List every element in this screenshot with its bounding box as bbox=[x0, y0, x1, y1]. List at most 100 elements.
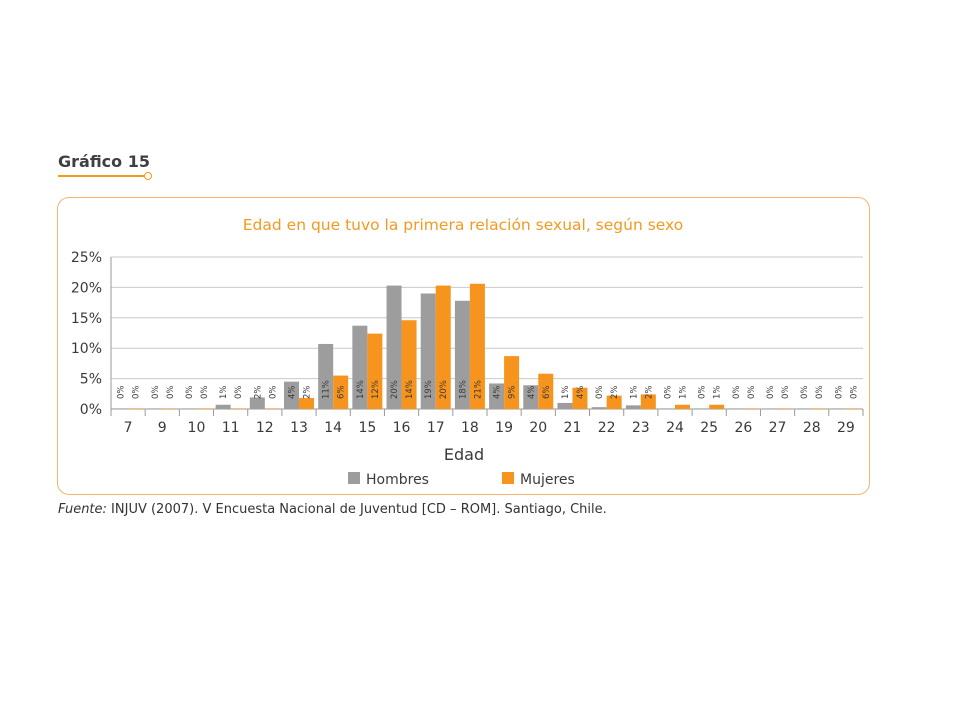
bar-mujeres bbox=[367, 333, 383, 409]
bar-mujeres bbox=[777, 408, 793, 409]
x-tick-label: 16 bbox=[393, 420, 411, 436]
bars bbox=[113, 283, 861, 409]
bar-hombres bbox=[181, 408, 197, 409]
bar-hombres bbox=[147, 408, 163, 409]
legend-swatch bbox=[348, 472, 360, 484]
source-note: Fuente: INJUV (2007). V Encuesta Naciona… bbox=[58, 502, 607, 517]
bar-value-label: 19% bbox=[424, 380, 434, 399]
x-tick-label: 20 bbox=[529, 420, 547, 436]
bar-value-label: 0% bbox=[834, 386, 844, 400]
y-tick-label: 20% bbox=[71, 280, 102, 296]
x-tick-labels: 7 9 10 11 12 13 14 15 16 17 18 19 20 21 22 23 24 25 26 27 28… bbox=[124, 420, 855, 436]
x-tick-label: 22 bbox=[598, 420, 616, 436]
bar-value-label: 18% bbox=[458, 380, 468, 399]
x-tick-label: 28 bbox=[803, 420, 821, 436]
bar-value-label: 6% bbox=[337, 386, 347, 400]
bar-mujeres bbox=[640, 394, 656, 409]
heading-underline bbox=[58, 175, 146, 177]
bar-mujeres bbox=[333, 375, 349, 409]
bar-hombres bbox=[762, 408, 778, 409]
bar-value-label: 2% bbox=[610, 386, 620, 400]
bar-hombres bbox=[830, 408, 846, 409]
chart-title: Edad en que tuvo la primera relación sex… bbox=[243, 216, 683, 234]
bar-mujeres bbox=[504, 356, 520, 409]
bar-hombres bbox=[249, 397, 265, 409]
x-axis-label: Edad bbox=[444, 445, 484, 464]
bar-value-label: 0% bbox=[800, 386, 810, 400]
bar-value-label: 20% bbox=[439, 380, 449, 399]
y-tick-labels: 0% 5% 10% 15% 20% 25% bbox=[71, 250, 102, 418]
bar-value-label: 0% bbox=[781, 386, 791, 400]
y-tick-label: 25% bbox=[71, 250, 102, 266]
bar-value-label: 2% bbox=[644, 386, 654, 400]
bar-mujeres bbox=[299, 398, 314, 409]
bar-value-label: 1% bbox=[713, 386, 723, 400]
bar-mujeres bbox=[162, 408, 178, 409]
bar-value-label: 0% bbox=[698, 386, 708, 400]
x-tick-label: 29 bbox=[837, 420, 855, 436]
bar-value-label: 4% bbox=[493, 385, 503, 399]
bar-value-labels: 0% 0% 0% 0% 0% 0% 1% 0% 2% 0% 4% 2% 11% 6% 14% 12% 20% 14… bbox=[117, 380, 860, 399]
bar-value-label: 0% bbox=[849, 386, 859, 400]
bar-value-label: 1% bbox=[679, 386, 689, 400]
bar-hombres bbox=[694, 408, 710, 409]
bar-value-label: 4% bbox=[288, 386, 298, 400]
bar-hombres bbox=[660, 408, 675, 409]
bar-mujeres bbox=[572, 387, 588, 409]
bar-mujeres bbox=[743, 408, 759, 409]
y-tick-label: 10% bbox=[71, 341, 102, 357]
bar-hombres bbox=[284, 381, 299, 409]
bar-mujeres bbox=[845, 408, 861, 409]
bar-value-label: 0% bbox=[815, 386, 825, 400]
bar-value-label: 1% bbox=[561, 386, 571, 400]
bar-mujeres bbox=[538, 373, 554, 409]
bar-hombres bbox=[557, 402, 573, 409]
bar-hombres bbox=[215, 404, 231, 409]
bar-value-label: 0% bbox=[747, 386, 757, 400]
legend: Hombres Mujeres bbox=[348, 472, 575, 488]
bar-value-label: 2% bbox=[253, 386, 263, 400]
bar-hombres bbox=[728, 408, 744, 409]
bar-mujeres bbox=[128, 408, 144, 409]
bar-mujeres bbox=[196, 408, 212, 409]
x-tick-label: 17 bbox=[427, 420, 445, 436]
source-text: INJUV (2007). V Encuesta Nacional de Juv… bbox=[111, 502, 607, 517]
bar-value-label: 21% bbox=[473, 380, 483, 399]
bar-hombres bbox=[796, 408, 812, 409]
x-tick-label: 21 bbox=[564, 420, 582, 436]
bar-value-label: 6% bbox=[542, 386, 552, 400]
bar-value-label: 0% bbox=[151, 386, 161, 400]
bar-value-label: 0% bbox=[595, 386, 605, 400]
bar-value-label: 0% bbox=[166, 386, 176, 400]
bar-value-label: 1% bbox=[629, 386, 639, 400]
bar-hombres bbox=[625, 405, 641, 409]
bar-mujeres bbox=[675, 404, 690, 409]
x-tick-label: 27 bbox=[769, 420, 787, 436]
bar-mujeres bbox=[709, 404, 725, 409]
bar-value-label: 0% bbox=[185, 386, 195, 400]
x-tick-label: 26 bbox=[734, 420, 752, 436]
bar-value-label: 12% bbox=[371, 380, 381, 399]
bar-mujeres bbox=[606, 395, 622, 409]
bar-value-label: 14% bbox=[356, 380, 366, 399]
bar-value-label: 2% bbox=[303, 386, 313, 400]
bar-value-label: 0% bbox=[268, 386, 278, 400]
bar-hombres bbox=[591, 407, 607, 409]
bar-hombres bbox=[318, 343, 334, 409]
x-tick-label: 25 bbox=[700, 420, 718, 436]
bar-hombres bbox=[352, 325, 368, 409]
bar-value-label: 4% bbox=[527, 386, 537, 400]
bar-value-label: 9% bbox=[508, 386, 518, 400]
legend-label: Mujeres bbox=[520, 472, 575, 488]
bar-value-label: 0% bbox=[200, 386, 210, 400]
bar-hombres bbox=[523, 385, 539, 409]
x-tick-label: 11 bbox=[222, 420, 240, 436]
bar-mujeres bbox=[435, 285, 451, 409]
bar-mujeres bbox=[264, 408, 280, 409]
x-tick-label: 24 bbox=[666, 420, 684, 436]
y-tick-label: 0% bbox=[80, 402, 102, 418]
x-tick-label: 15 bbox=[358, 420, 376, 436]
bar-hombres bbox=[113, 408, 129, 409]
bar-hombres bbox=[489, 383, 505, 409]
